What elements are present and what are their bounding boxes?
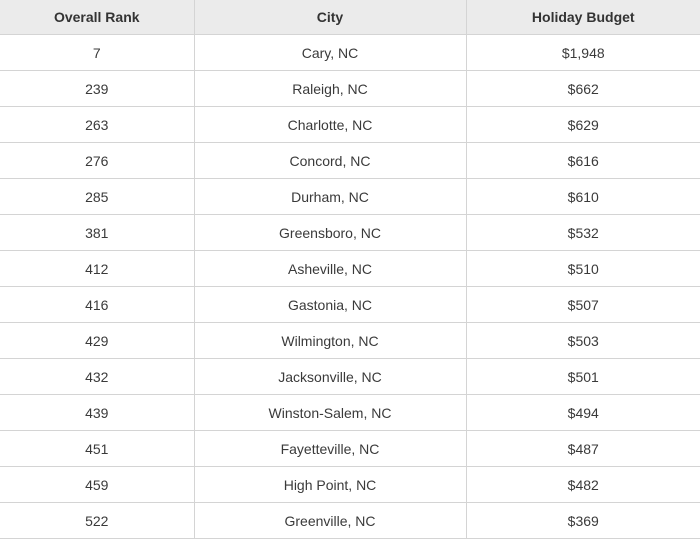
budget-cell: $510 (465, 250, 700, 287)
budget-cell: $1,948 (465, 34, 700, 71)
table-row: 416 Gastonia, NC $507 (0, 286, 700, 323)
city-cell: Jacksonville, NC (193, 358, 467, 395)
city-cell: Winston-Salem, NC (193, 394, 467, 431)
table-row: 459 High Point, NC $482 (0, 466, 700, 503)
rank-cell: 432 (0, 358, 195, 395)
budget-cell: $501 (465, 358, 700, 395)
budget-cell: $507 (465, 286, 700, 323)
rank-cell: 459 (0, 466, 195, 503)
budget-cell: $369 (465, 502, 700, 539)
rank-cell: 285 (0, 178, 195, 215)
budget-cell: $482 (465, 466, 700, 503)
rank-cell: 381 (0, 214, 195, 251)
table-row: 412 Asheville, NC $510 (0, 250, 700, 287)
header-row: Overall Rank City Holiday Budget (0, 0, 700, 35)
budget-cell: $532 (465, 214, 700, 251)
table-row: 451 Fayetteville, NC $487 (0, 430, 700, 467)
table-row: 285 Durham, NC $610 (0, 178, 700, 215)
rank-cell: 263 (0, 106, 195, 143)
header-city: City (193, 0, 467, 35)
table-row: 432 Jacksonville, NC $501 (0, 358, 700, 395)
city-cell: Cary, NC (193, 34, 467, 71)
budget-cell: $616 (465, 142, 700, 179)
budget-cell: $662 (465, 70, 700, 107)
budget-cell: $503 (465, 322, 700, 359)
city-cell: Charlotte, NC (193, 106, 467, 143)
budget-cell: $487 (465, 430, 700, 467)
city-cell: Greensboro, NC (193, 214, 467, 251)
city-cell: Durham, NC (193, 178, 467, 215)
city-cell: Fayetteville, NC (193, 430, 467, 467)
table-row: 276 Concord, NC $616 (0, 142, 700, 179)
rank-cell: 439 (0, 394, 195, 431)
table-row: 439 Winston-Salem, NC $494 (0, 394, 700, 431)
budget-cell: $629 (465, 106, 700, 143)
rank-cell: 416 (0, 286, 195, 323)
table-row: 381 Greensboro, NC $532 (0, 214, 700, 251)
table-row: 239 Raleigh, NC $662 (0, 70, 700, 107)
rank-cell: 239 (0, 70, 195, 107)
city-cell: Concord, NC (193, 142, 467, 179)
rank-cell: 522 (0, 502, 195, 539)
table-body: 7 Cary, NC $1,948 239 Raleigh, NC $662 263 Char… (0, 34, 700, 539)
city-cell: Wilmington, NC (193, 322, 467, 359)
rank-cell: 429 (0, 322, 195, 359)
city-cell: Raleigh, NC (193, 70, 467, 107)
city-cell: High Point, NC (193, 466, 467, 503)
table-row: 263 Charlotte, NC $629 (0, 106, 700, 143)
rank-cell: 451 (0, 430, 195, 467)
city-cell: Asheville, NC (193, 250, 467, 287)
rank-cell: 276 (0, 142, 195, 179)
header-holiday-budget: Holiday Budget (465, 0, 700, 35)
city-cell: Gastonia, NC (193, 286, 467, 323)
budget-cell: $494 (465, 394, 700, 431)
table-header: Overall Rank City Holiday Budget (0, 0, 700, 35)
rank-cell: 7 (0, 34, 195, 71)
rank-cell: 412 (0, 250, 195, 287)
city-cell: Greenville, NC (193, 502, 467, 539)
table-row: 429 Wilmington, NC $503 (0, 322, 700, 359)
table-row: 7 Cary, NC $1,948 (0, 34, 700, 71)
table-row: 522 Greenville, NC $369 (0, 502, 700, 539)
header-overall-rank: Overall Rank (0, 0, 195, 35)
budget-cell: $610 (465, 178, 700, 215)
